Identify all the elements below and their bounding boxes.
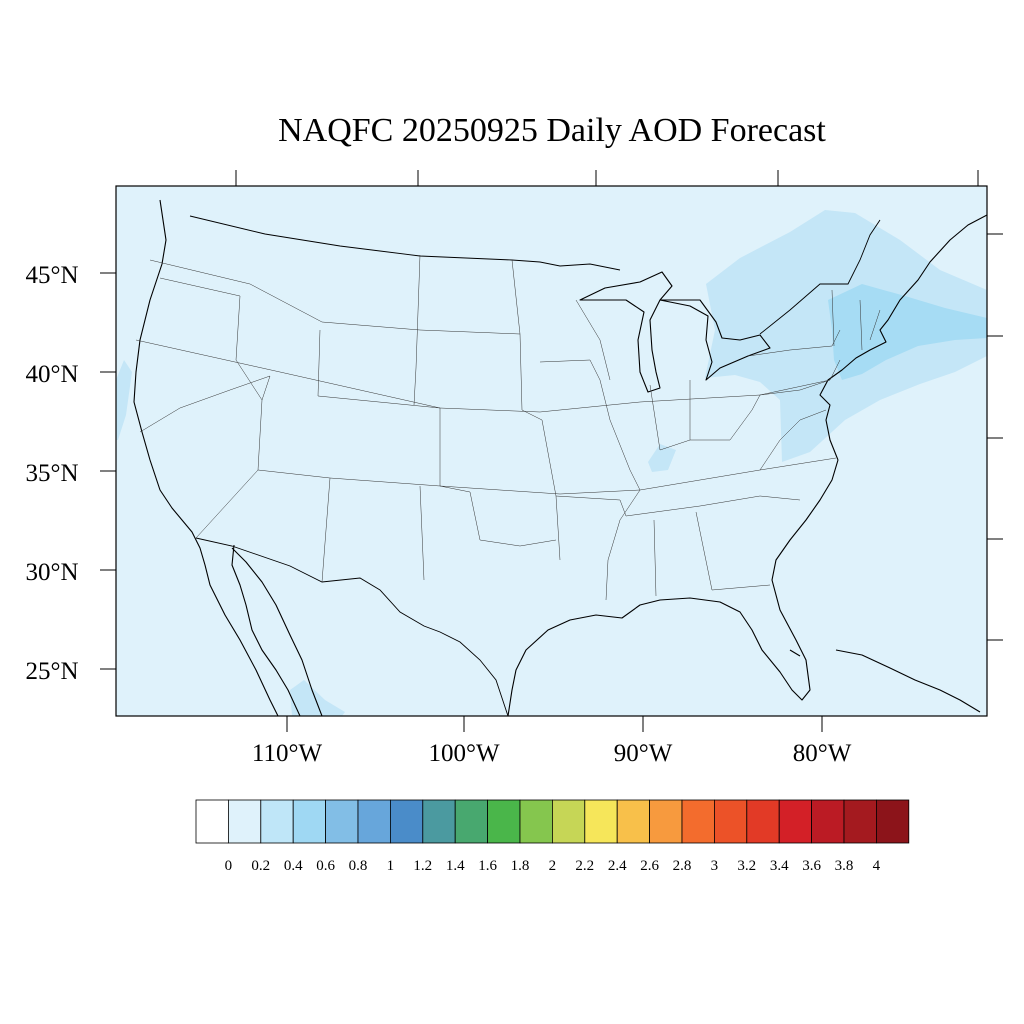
colorbar-swatch <box>454 799 489 844</box>
colorbar-swatch <box>422 799 456 844</box>
colorbar-level-label: 1 <box>387 858 395 874</box>
colorbar-level-label: 2.6 <box>640 858 659 874</box>
aod-plume-ohio-valley <box>648 444 676 472</box>
state-boundaries <box>135 254 881 601</box>
lat-label-30: 30°N <box>25 559 78 586</box>
colorbar-level-label: 0.2 <box>251 858 270 874</box>
colorbar <box>195 799 910 844</box>
colorbar-level-label: 4 <box>873 858 881 874</box>
lat-label-40: 40°N <box>25 361 78 388</box>
colorbar-level-label: 3.2 <box>737 858 756 874</box>
colorbar-level-label: 0.8 <box>349 858 368 874</box>
colorbar-level-label: 1.6 <box>478 858 497 874</box>
aod-plume-core <box>828 284 987 380</box>
colorbar-level-label: 0.4 <box>284 858 303 874</box>
colorbar-level-label: 3.4 <box>770 858 789 874</box>
colorbar-swatch <box>746 799 780 844</box>
lat-label-25: 25°N <box>25 658 78 685</box>
colorbar-swatch <box>616 799 651 844</box>
aod-plume-baja <box>290 680 345 716</box>
colorbar-swatch <box>389 799 424 844</box>
colorbar-level-label: 2.8 <box>673 858 692 874</box>
colorbar-level-label: 0.6 <box>316 858 335 874</box>
aod-plume-west-coast <box>116 360 132 440</box>
lon-label-100w: 100°W <box>428 740 499 767</box>
colorbar-swatch <box>519 799 553 844</box>
map-ticks <box>100 170 1003 732</box>
colorbar-level-label: 2 <box>549 858 557 874</box>
colorbar-labels: 0 0.2 0.4 0.6 0.8 1 1.2 1.4 1.6 1.8 2 2.2 2.4 2.6 2.8 3… <box>225 858 881 874</box>
map-panel: 45°N 40°N 35°N 30°N 25°N 110°W 100°W 90°… <box>25 170 1003 767</box>
lon-label-90w: 90°W <box>614 740 673 767</box>
colorbar-level-label: 1.4 <box>446 858 465 874</box>
colorbar-level-label: 2.2 <box>575 858 594 874</box>
colorbar-swatch <box>843 799 877 844</box>
lon-label-110w: 110°W <box>252 740 323 767</box>
colorbar-swatch <box>260 799 294 844</box>
lat-label-35: 35°N <box>25 460 78 487</box>
colorbar-swatch <box>357 799 391 844</box>
colorbar-level-label: 3.8 <box>835 858 854 874</box>
colorbar-level-label: 0 <box>225 858 233 874</box>
mexico-mainland-coast <box>231 547 323 716</box>
caribbean-islands <box>789 649 981 713</box>
map-title: NAQFC 20250925 Daily AOD Forecast <box>278 112 826 149</box>
colorbar-swatch <box>292 799 327 844</box>
pacific-coastline <box>133 199 279 716</box>
colorbar-swatch <box>778 799 813 844</box>
colorbar-swatch <box>195 799 229 844</box>
lat-label-45: 45°N <box>25 262 78 289</box>
colorbar-swatch <box>584 799 618 844</box>
map-frame <box>115 185 988 717</box>
gulf-coastline <box>507 459 839 716</box>
colorbar-level-label: 3.6 <box>802 858 821 874</box>
aod-plumes <box>116 210 987 716</box>
colorbar-swatch <box>325 799 359 844</box>
colorbar-swatch <box>487 799 521 844</box>
colorbar-swatch <box>811 799 845 844</box>
colorbar-swatch <box>227 799 262 844</box>
mexico-border <box>195 537 509 716</box>
lon-label-80w: 80°W <box>793 740 852 767</box>
colorbar-level-label: 2.4 <box>608 858 627 874</box>
colorbar-swatch <box>681 799 715 844</box>
colorbar-swatch <box>714 799 748 844</box>
atlantic-coastline <box>819 214 987 461</box>
colorbar-swatch <box>876 799 910 844</box>
colorbar-level-label: 3 <box>711 858 719 874</box>
baja-gulf-coast <box>231 544 301 716</box>
colorbar-level-label: 1.8 <box>511 858 530 874</box>
colorbar-level-label: 1.2 <box>413 858 432 874</box>
colorbar-swatch <box>649 799 683 844</box>
colorbar-swatch <box>552 799 586 844</box>
coastlines <box>133 199 987 716</box>
